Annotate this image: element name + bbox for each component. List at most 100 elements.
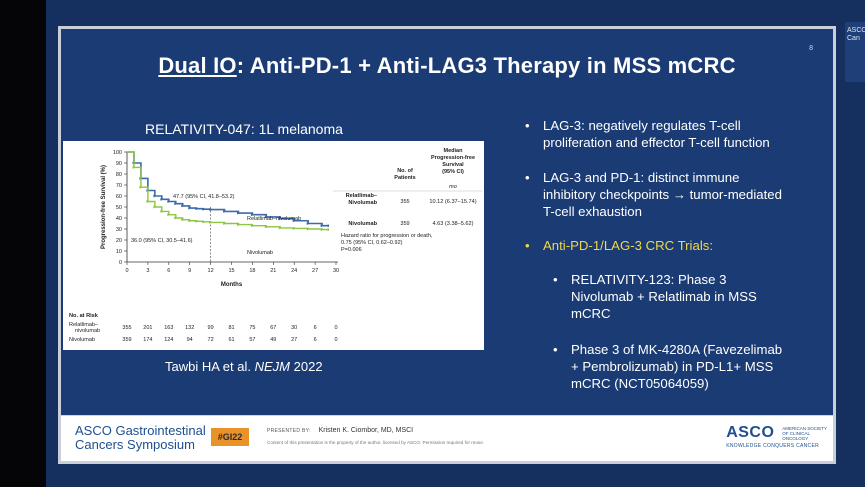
censor-mark bbox=[160, 198, 162, 201]
censor-mark bbox=[139, 177, 141, 180]
censor-mark bbox=[278, 226, 281, 230]
censor-mark bbox=[195, 220, 197, 223]
table-row-median: 10.12 (6.37–15.74) bbox=[429, 199, 476, 205]
y-tick-label: 40 bbox=[116, 216, 122, 222]
x-tick-label: 15 bbox=[228, 268, 234, 274]
x-tick-label: 24 bbox=[291, 268, 297, 274]
at-risk-title: No. at Risk bbox=[69, 313, 99, 319]
km-chart-panel: 0 10 20 30 40 50 60 70 80 90 100 0 3 6 9 12 15 18 21 24 27 30… bbox=[63, 141, 484, 350]
citation: Tawbi HA et al. NEJM 2022 bbox=[165, 359, 323, 374]
y-tick-label: 30 bbox=[116, 227, 122, 233]
next-slide-thumbnail: ASCO Can bbox=[845, 22, 865, 82]
censor-mark bbox=[264, 215, 267, 219]
censor-mark bbox=[223, 210, 225, 213]
censor-mark bbox=[181, 218, 183, 221]
at-risk-value: 0 bbox=[334, 337, 337, 343]
chart-annotations: 47.7 (95% CI, 41.8–53.2) 36.0 (95% CI, 30… bbox=[131, 194, 301, 256]
left-black-bar bbox=[0, 0, 46, 487]
at-risk-value: 132 bbox=[185, 325, 194, 331]
censor-mark bbox=[264, 225, 267, 228]
at-risk-value: 6 bbox=[314, 337, 317, 343]
asco-logo-tagline: KNOWLEDGE CONQUERS CANCER bbox=[726, 443, 819, 449]
at-risk-value: 163 bbox=[164, 325, 173, 331]
censor-mark bbox=[167, 200, 169, 203]
bullet-line: Phase 3 of MK-4280A (Favezelimab bbox=[571, 342, 783, 357]
censor-mark bbox=[320, 228, 322, 231]
y-tick-label: 0 bbox=[119, 260, 122, 266]
y-tick-label: 70 bbox=[116, 183, 122, 189]
censor-mark bbox=[195, 207, 197, 210]
censor-mark bbox=[160, 210, 162, 213]
censor-mark bbox=[139, 186, 141, 189]
unit-label: mo bbox=[449, 184, 457, 190]
x-tick-label: 27 bbox=[312, 268, 318, 274]
relat-curve-label: Relatlimab–nivolumab bbox=[247, 216, 301, 222]
at-risk-value: 67 bbox=[270, 325, 276, 331]
censor-mark bbox=[202, 208, 204, 211]
x-tick-label: 12 bbox=[208, 268, 214, 274]
censor-mark bbox=[320, 224, 322, 227]
censor-mark bbox=[174, 202, 176, 205]
bullet-crc-trials: Anti-PD-1/LAG-3 CRC Trials: bbox=[521, 237, 713, 254]
censor-mark bbox=[250, 213, 253, 216]
hashtag-badge: #GI22 bbox=[211, 428, 249, 446]
km-series-line-0 bbox=[127, 151, 330, 227]
at-risk-value: 57 bbox=[249, 337, 255, 343]
at-risk-value: 0 bbox=[334, 325, 337, 331]
bullet-line: T-cell exhaustion bbox=[543, 204, 642, 219]
censor-mark bbox=[132, 161, 134, 165]
bullet-line: mCRC bbox=[571, 306, 611, 321]
chart-curves bbox=[127, 151, 330, 262]
censor-mark bbox=[153, 205, 155, 209]
censor-mark bbox=[209, 208, 211, 211]
at-risk-value: 81 bbox=[228, 325, 234, 331]
y-tick-label: 60 bbox=[116, 194, 122, 200]
censor-mark bbox=[223, 222, 225, 225]
censor-mark bbox=[236, 223, 239, 226]
chart-axes: 0 10 20 30 40 50 60 70 80 90 100 0 3 6 9 12 15 18 21 24 27 30… bbox=[101, 150, 339, 288]
citation-authors: Tawbi HA et al. bbox=[165, 359, 251, 374]
km-series-line-1 bbox=[127, 151, 330, 231]
bullet-lag3-pd1: LAG-3 and PD-1: distinct immune inhibito… bbox=[521, 169, 782, 220]
gi-symposium-logo: ASCO Gastrointestinal Cancers Symposium bbox=[75, 424, 206, 452]
y-axis-title: Progression-free Survival (%) bbox=[101, 165, 107, 249]
censor-mark bbox=[167, 213, 169, 216]
y-tick-label: 100 bbox=[113, 150, 122, 156]
disclaimer: Content of this presentation is the prop… bbox=[267, 440, 485, 445]
citation-journal: NEJM bbox=[254, 359, 291, 374]
censor-mark bbox=[327, 224, 329, 227]
censor-mark bbox=[209, 221, 211, 224]
x-tick-label: 0 bbox=[125, 268, 128, 274]
at-risk-value: 355 bbox=[122, 325, 131, 331]
censor-mark bbox=[292, 227, 295, 230]
col-header-median: Median bbox=[444, 148, 464, 154]
at-risk-value: 61 bbox=[228, 337, 234, 343]
at-risk-value: 174 bbox=[143, 337, 152, 343]
censor-mark bbox=[132, 166, 134, 169]
censor-mark bbox=[174, 216, 176, 220]
bullet-mk-4280a: Phase 3 of MK-4280A (Favezelimab + Pembr… bbox=[549, 341, 782, 392]
censor-mark bbox=[292, 219, 295, 222]
at-risk-value: 72 bbox=[208, 337, 214, 343]
x-tick-label: 6 bbox=[167, 268, 170, 274]
at-risk-value: 49 bbox=[270, 337, 276, 343]
x-tick-label: 30 bbox=[333, 268, 339, 274]
at-risk-value: 99 bbox=[208, 325, 214, 331]
at-risk-label: Nivolumab bbox=[69, 337, 95, 343]
bullet-line: Anti-PD-1/LAG-3 CRC Trials: bbox=[543, 238, 714, 253]
censor-mark bbox=[306, 222, 309, 225]
hazard-ratio-line: P=0.006 bbox=[341, 247, 362, 253]
table-row-n: 359 bbox=[400, 221, 409, 227]
col-header-median: Survival bbox=[442, 162, 464, 168]
bullet-line: LAG-3 and PD-1: distinct immune bbox=[543, 170, 740, 185]
col-header-median: Progression-free bbox=[431, 155, 475, 161]
y-tick-label: 10 bbox=[116, 249, 122, 255]
presenter-info: PRESENTED BY: Kristen K. Ciombor, MD, MS… bbox=[267, 427, 413, 434]
y-tick-label: 50 bbox=[116, 205, 122, 211]
presentation-slide: 8 Dual IO: Anti-PD-1 + Anti-LAG3 Therapy… bbox=[58, 26, 836, 464]
y-tick-label: 90 bbox=[116, 161, 122, 167]
censor-mark bbox=[146, 200, 148, 203]
table-row-name: Nivolumab bbox=[348, 200, 377, 206]
